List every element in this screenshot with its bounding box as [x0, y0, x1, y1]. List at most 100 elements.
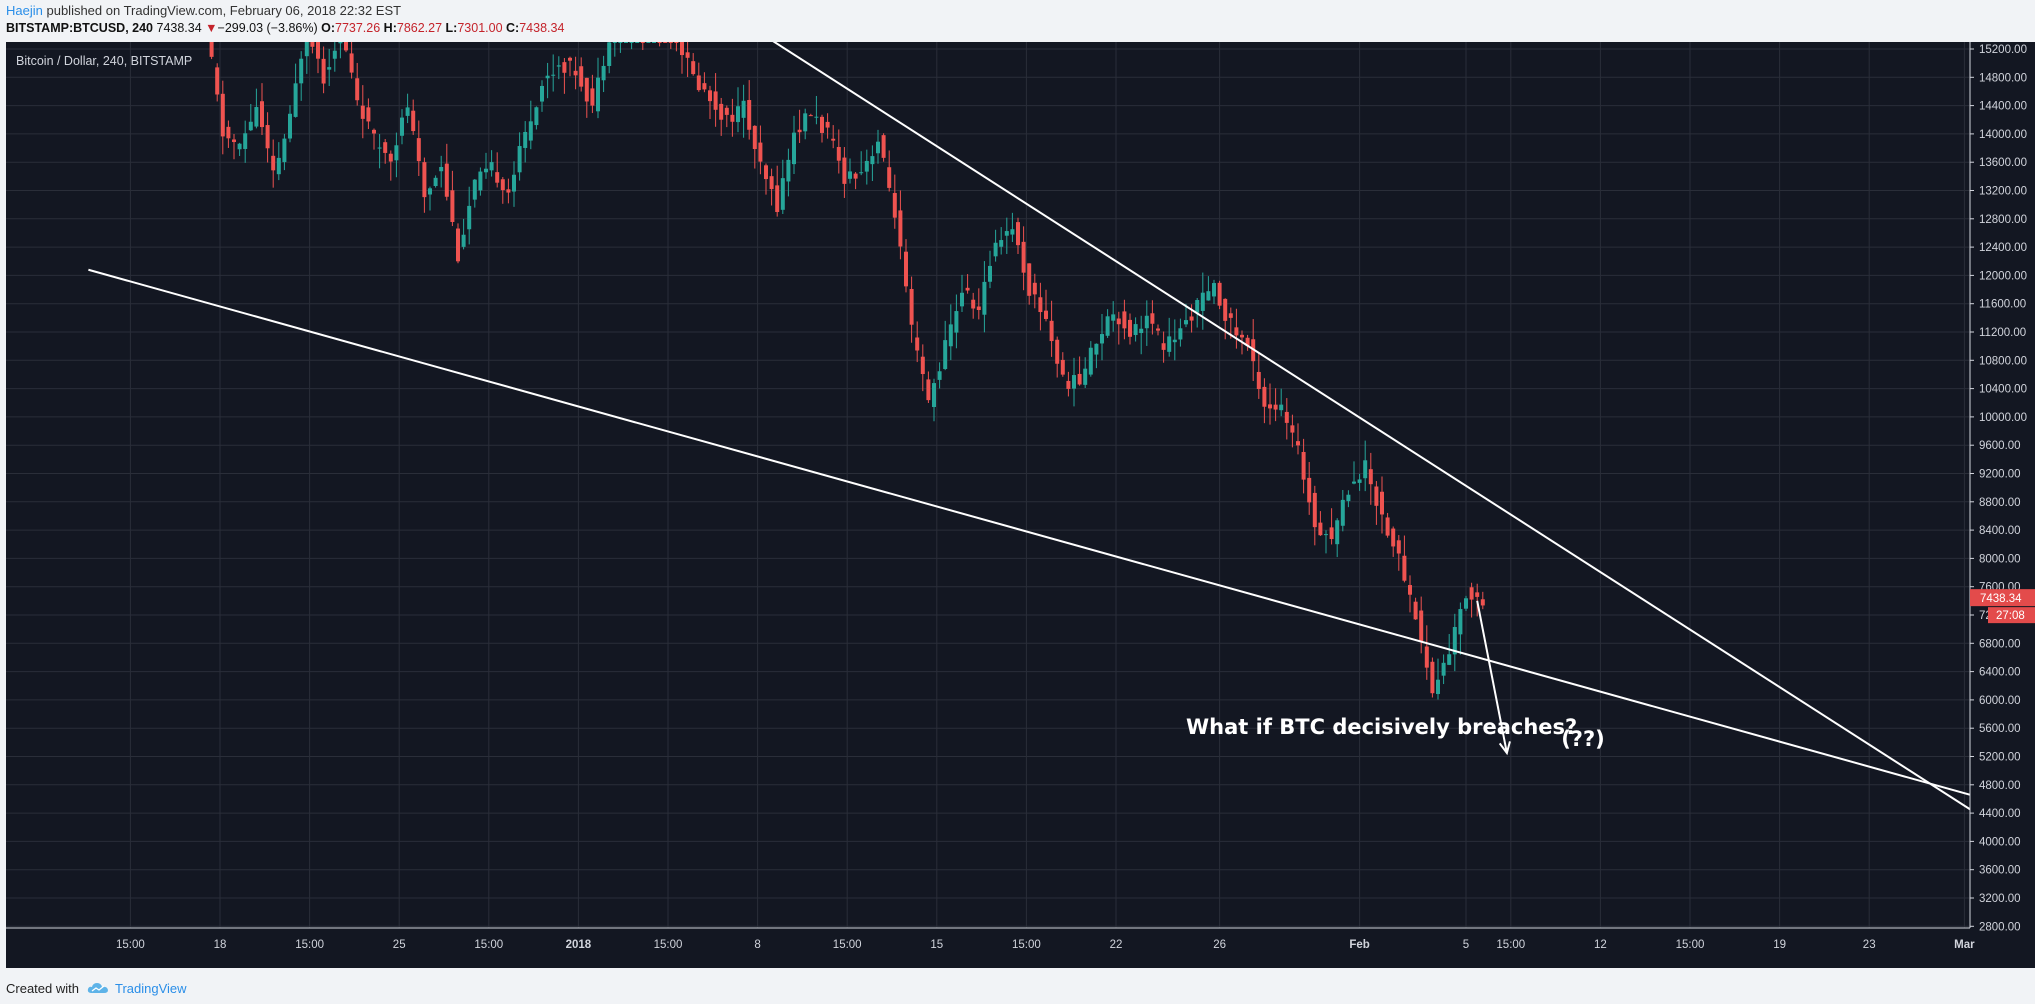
- candle-body: [635, 42, 640, 43]
- candle: [775, 165, 780, 217]
- candle: [982, 261, 987, 333]
- y-tick-label: 14000.00: [1979, 129, 2027, 141]
- candle-body: [461, 234, 466, 247]
- candle: [1161, 331, 1166, 363]
- candle-body: [495, 172, 500, 183]
- x-tick-label: 15:00: [1496, 939, 1525, 951]
- x-tick-label: 19: [1773, 939, 1786, 951]
- candle: [926, 371, 931, 404]
- x-tick-label: 5: [1463, 939, 1469, 951]
- candle: [1139, 315, 1144, 355]
- candle: [1413, 597, 1418, 620]
- candle-body: [1004, 231, 1009, 236]
- candle-body: [288, 113, 292, 139]
- candle-body: [646, 42, 651, 43]
- price-chart[interactable]: What if BTC decisively breaches?(??) 152…: [6, 42, 2035, 968]
- candle: [635, 42, 640, 43]
- candle: [1111, 301, 1116, 332]
- candle-body: [1044, 310, 1048, 319]
- x-tick-label: 15:00: [654, 939, 683, 951]
- candle: [1049, 300, 1054, 357]
- low-value: 7301.00: [457, 21, 503, 35]
- candle: [545, 62, 550, 99]
- candle-body: [1100, 334, 1104, 344]
- candle-body: [1072, 375, 1076, 389]
- candle-body: [1144, 315, 1149, 329]
- candle-body: [579, 66, 584, 87]
- y-tick-label: 4400.00: [1979, 808, 2021, 820]
- footer: Created with TradingView: [6, 979, 187, 997]
- candle: [226, 120, 231, 148]
- candle: [657, 42, 662, 47]
- x-tick-label: 22: [1110, 939, 1123, 951]
- candle: [428, 186, 432, 211]
- candle-body: [708, 90, 712, 102]
- candle-body: [948, 324, 953, 347]
- candle-body: [1139, 328, 1144, 334]
- candle: [360, 85, 365, 139]
- candle-body: [640, 42, 645, 43]
- candle-body: [696, 75, 701, 91]
- x-tick-label: 2018: [566, 939, 592, 951]
- candle-body: [1178, 328, 1183, 340]
- y-tick-label: 3200.00: [1979, 893, 2021, 905]
- candle: [215, 63, 220, 102]
- y-tick-label: 12400.00: [1979, 242, 2027, 254]
- candle-body: [1077, 373, 1082, 385]
- candle: [1016, 217, 1020, 255]
- candle: [1150, 300, 1155, 335]
- candle-body: [691, 61, 696, 75]
- candle: [523, 121, 528, 163]
- candle: [1284, 398, 1289, 440]
- candle: [461, 218, 466, 250]
- y-tick-label: 8000.00: [1979, 553, 2021, 565]
- candle-body: [596, 77, 600, 112]
- candle-body: [1027, 263, 1032, 296]
- candle-body: [338, 42, 343, 44]
- candle: [864, 149, 869, 185]
- candle: [372, 128, 376, 150]
- candle-body: [388, 153, 393, 162]
- candle-body: [797, 129, 802, 133]
- author-link[interactable]: Haejin: [6, 3, 43, 18]
- candle-body: [1340, 499, 1345, 526]
- candle-body: [685, 52, 690, 58]
- candle: [1262, 378, 1267, 424]
- candle-body: [215, 67, 220, 95]
- candle: [366, 98, 371, 130]
- candle: [1475, 583, 1480, 617]
- high-label: H:: [383, 21, 397, 35]
- candle-body: [568, 57, 572, 61]
- candle-body: [590, 88, 595, 106]
- candle-body: [1268, 404, 1272, 409]
- candle-body: [316, 42, 320, 59]
- candle: [758, 125, 763, 175]
- candle: [562, 58, 567, 94]
- candle: [976, 288, 981, 320]
- candle-body: [993, 242, 998, 257]
- y-tick-label: 3600.00: [1979, 865, 2021, 877]
- candle-body: [1430, 661, 1435, 694]
- candle-body: [1172, 339, 1177, 343]
- y-tick-label: 6800.00: [1979, 638, 2021, 650]
- candle-body: [456, 228, 460, 262]
- candle: [887, 150, 892, 192]
- candle: [282, 133, 287, 171]
- candle-body: [1279, 404, 1284, 411]
- tradingview-brand-link[interactable]: TradingView: [87, 981, 187, 996]
- candle: [388, 150, 393, 181]
- candle-body: [887, 167, 892, 188]
- x-tick-label: 23: [1863, 939, 1876, 951]
- candle-body: [629, 42, 634, 43]
- candle-body: [293, 83, 298, 117]
- y-tick-label: 10400.00: [1979, 384, 2027, 396]
- candle: [596, 57, 600, 119]
- candle: [1307, 461, 1312, 515]
- candle-body: [1284, 411, 1289, 423]
- candle-body: [1396, 540, 1401, 554]
- chart-panel[interactable]: What if BTC decisively breaches? (??) 152…: [6, 42, 2035, 968]
- x-tick-label: Feb: [1349, 939, 1369, 951]
- candle: [652, 42, 656, 43]
- candle: [573, 56, 578, 90]
- candle-body: [484, 168, 488, 173]
